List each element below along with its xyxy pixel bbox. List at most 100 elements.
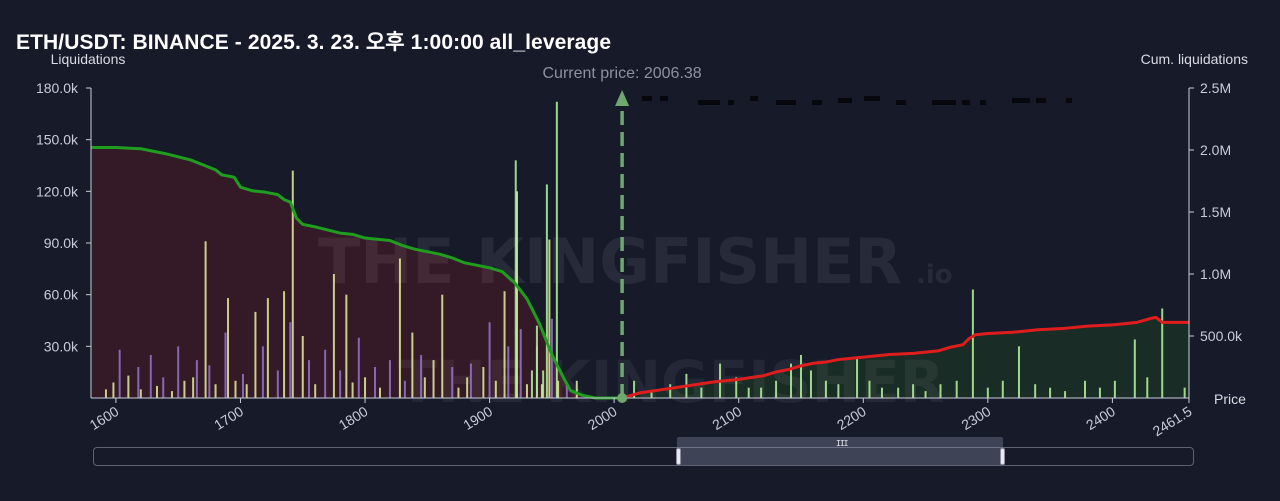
obscured-mark [838, 98, 852, 103]
liquidation-bar [1083, 380, 1086, 398]
liquidation-bar [856, 356, 859, 398]
liquidation-bar [557, 380, 560, 398]
liquidation-bar [373, 367, 376, 398]
obscured-mark [660, 96, 668, 101]
liquidation-bar [301, 336, 304, 398]
y-left-tick-label: 180.0k [36, 80, 79, 96]
liquidation-bar [1113, 380, 1116, 398]
liquidation-bar [351, 382, 354, 398]
liquidation-bar [535, 325, 538, 398]
navigator-handle-right[interactable] [1000, 448, 1005, 465]
liquidation-bar [1098, 387, 1101, 398]
liquidation-bar [357, 337, 360, 398]
y-right-tick-label: 500.0k [1200, 328, 1243, 344]
liquidation-bar [837, 384, 840, 398]
current-price-marker [615, 90, 630, 403]
liquidation-bar [162, 377, 165, 398]
liquidation-bar [254, 311, 257, 398]
liquidation-bar [388, 360, 391, 398]
liquidation-bar [195, 360, 198, 398]
liquidation-bar [971, 289, 974, 398]
x-tick-label: 2461.5 [1150, 403, 1195, 439]
liquidation-bar [332, 274, 335, 398]
liquidation-bar [1034, 384, 1037, 398]
obscured-mark [1066, 98, 1072, 103]
liquidation-bar [345, 294, 348, 398]
y-right-tick-label: 2.5M [1200, 80, 1231, 96]
x-tick-label: 1600 [87, 403, 122, 433]
navigator-window[interactable] [677, 437, 1003, 465]
liquidation-bar [503, 291, 506, 398]
current-price-arrow [615, 90, 630, 106]
liquidation-bar [245, 384, 248, 398]
liquidation-bar [469, 363, 472, 398]
liquidation-bar [525, 384, 528, 398]
liquidation-bar [403, 380, 406, 398]
liquidation-bar [378, 387, 381, 398]
liquidation-bar [224, 332, 227, 398]
cumulative-lines [91, 146, 1189, 400]
liquidation-bar [283, 291, 286, 398]
obscured-mark [932, 100, 956, 105]
obscured-mark [896, 100, 906, 105]
liquidation-bar [423, 377, 426, 398]
liquidation-bar [924, 391, 927, 398]
liquidation-bar [234, 380, 237, 398]
liquidation-bars [104, 101, 1186, 399]
obscured-text [642, 96, 1072, 105]
y-left-tick-label: 120.0k [36, 183, 79, 199]
liquidation-bar [241, 373, 244, 398]
liquidation-bar [1049, 387, 1052, 398]
liquidation-bar [261, 346, 264, 398]
watermark-suffix: .io [916, 260, 953, 290]
current-price-label: Current price: 2006.38 [542, 65, 701, 82]
y-right-tick-label: 2.0M [1200, 142, 1231, 158]
liquidation-bar [127, 375, 130, 398]
chart-title: ETH/USDT: BINANCE - 2025. 3. 23. 오후 1:00… [16, 31, 612, 54]
liquidation-bar [1133, 339, 1136, 398]
liquidation-bar [411, 332, 414, 398]
liquidation-bar [955, 380, 958, 398]
obscured-mark [698, 100, 720, 105]
liquidation-bar [1064, 391, 1067, 398]
liquidation-bar [291, 170, 294, 398]
liquidation-bar [555, 101, 558, 399]
liquidation-bar [314, 384, 317, 398]
liquidation-bar [177, 346, 180, 398]
cum-long-line [91, 146, 623, 400]
obscured-mark [642, 96, 652, 101]
navigator-track[interactable] [93, 447, 1194, 466]
liquidation-bar [324, 349, 327, 398]
liquidation-bar [530, 370, 533, 398]
obscured-mark [1012, 98, 1030, 103]
cum-fill-short [622, 317, 1189, 398]
liquidation-bar [548, 239, 551, 398]
liquidation-bar [420, 354, 423, 398]
liquidation-bar [289, 322, 292, 398]
liquidation-bar [1161, 308, 1164, 398]
liquidation-bar [451, 367, 454, 398]
liquidation-bar [112, 382, 115, 398]
liquidation-bar [514, 160, 517, 398]
obscured-mark [750, 96, 758, 101]
liquidation-bar [149, 354, 152, 398]
liquidation-bar [457, 387, 460, 398]
liquidation-bar [507, 346, 510, 398]
liquidation-bar [307, 360, 310, 398]
y-left-tick-label: 150.0k [36, 132, 79, 148]
liquidation-bar [799, 354, 802, 398]
liquidation-bar [1001, 380, 1004, 398]
liquidation-bar [339, 370, 342, 398]
navigator-handle-left[interactable] [676, 448, 681, 465]
obscured-mark [864, 96, 880, 101]
obscured-mark [776, 100, 796, 105]
navigator-grip-icon[interactable]: III [836, 439, 848, 448]
liquidation-bar [118, 349, 121, 398]
liquidation-bar [488, 322, 491, 398]
liquidation-bar [104, 389, 107, 398]
liquidation-bar [545, 184, 548, 398]
liquidation-bar [790, 363, 793, 398]
liquidation-bar [735, 377, 738, 398]
current-price-dot [617, 393, 628, 403]
